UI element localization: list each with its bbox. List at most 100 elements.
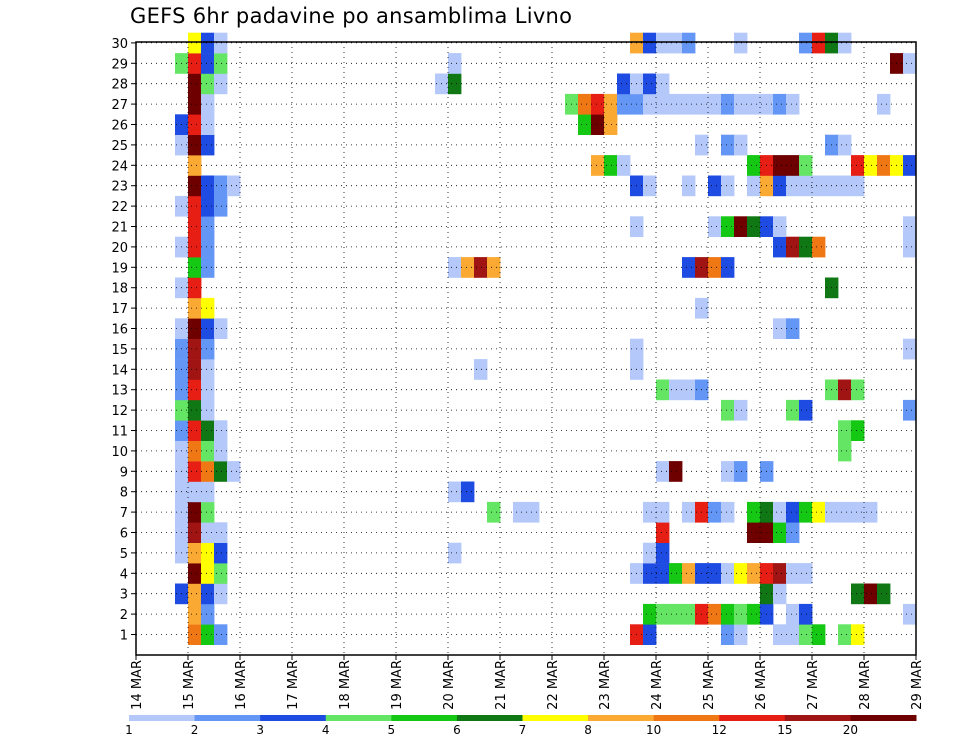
heatmap-cell [903, 216, 917, 237]
heatmap-cell [201, 624, 215, 645]
colorbar-swatch [391, 715, 458, 721]
heatmap-cell [721, 461, 735, 482]
heatmap-cell [461, 481, 475, 503]
heatmap-cell [188, 236, 202, 258]
heatmap-cell [188, 420, 202, 441]
heatmap-cell [838, 32, 852, 54]
heatmap-cell [201, 318, 215, 339]
heatmap-cell [656, 522, 670, 543]
heatmap-cell [188, 216, 202, 237]
y-tick-label: 28 [111, 78, 128, 93]
heatmap-cell [786, 624, 800, 645]
colorbar-swatch [325, 715, 392, 721]
heatmap-cell [669, 603, 683, 625]
colorbar-swatch [456, 715, 523, 721]
heatmap-cell [864, 583, 878, 605]
heatmap-cell [721, 216, 735, 237]
heatmap-cell [487, 501, 501, 523]
x-tick-label: 20 MAR [442, 660, 457, 710]
heatmap-cell [747, 501, 761, 523]
colorbar-label: 2 [191, 723, 199, 737]
heatmap-cell [188, 53, 202, 74]
heatmap-cell [812, 501, 826, 523]
heatmap-cell [201, 542, 215, 564]
x-tick-label: 17 MAR [286, 660, 301, 710]
heatmap-cell [669, 93, 683, 115]
heatmap-cell [201, 338, 215, 360]
y-tick-label: 30 [111, 37, 128, 52]
heatmap-cell [708, 175, 722, 197]
heatmap-cell [799, 603, 813, 625]
heatmap-cell [591, 155, 605, 176]
colorbar-label: 7 [519, 723, 527, 737]
heatmap-cell [201, 114, 215, 135]
heatmap-cell [643, 563, 657, 584]
heatmap-cell [201, 236, 215, 258]
heatmap-cell [786, 603, 800, 625]
colorbar-label: 20 [843, 723, 858, 737]
x-tick-label: 28 MAR [858, 660, 873, 710]
x-tick-label: 15 MAR [182, 660, 197, 710]
heatmap-cell [201, 216, 215, 237]
heatmap-cell [201, 522, 215, 543]
y-tick-label: 11 [111, 425, 128, 440]
heatmap-cell [214, 53, 228, 74]
y-tick-label: 29 [111, 57, 128, 72]
x-tick-label: 25 MAR [702, 660, 717, 710]
heatmap-cell [903, 155, 917, 176]
y-tick-label: 6 [120, 527, 128, 542]
heatmap-cell [812, 236, 826, 258]
heatmap-cell [682, 32, 696, 54]
x-tick-label: 29 MAR [910, 660, 925, 710]
heatmap-cell [188, 522, 202, 543]
heatmap-cell [201, 53, 215, 74]
heatmap-cell [708, 257, 722, 278]
heatmap-cell [721, 563, 735, 584]
heatmap-cell [786, 399, 800, 421]
heatmap-cell [487, 257, 501, 278]
colorbar-swatch [194, 715, 261, 721]
y-tick-label: 3 [120, 588, 128, 603]
colorbar-label: 10 [646, 723, 661, 737]
colorbar-swatch [522, 715, 589, 721]
heatmap-cell [734, 134, 748, 156]
heatmap-cell [799, 236, 813, 258]
heatmap-cell [578, 93, 592, 115]
heatmap-cell [188, 257, 202, 278]
heatmap-cell [201, 32, 215, 54]
heatmap-cell [656, 501, 670, 523]
y-tick-label: 17 [111, 302, 128, 317]
heatmap-cell [838, 624, 852, 645]
heatmap-cell [474, 359, 488, 380]
y-tick-label: 23 [111, 180, 128, 195]
heatmap-cell [591, 114, 605, 135]
heatmap-cell [188, 155, 202, 176]
heatmap-cell [188, 297, 202, 319]
y-tick-label: 15 [111, 343, 128, 358]
heatmap-cell [786, 93, 800, 115]
heatmap-cell [448, 542, 462, 564]
heatmap-cell [227, 461, 241, 482]
heatmap-cell [188, 359, 202, 380]
heatmap-cell [773, 93, 787, 115]
heatmap-cell [188, 93, 202, 115]
heatmap-cell [851, 624, 865, 645]
heatmap-cell [513, 501, 527, 523]
heatmap-cell [812, 32, 826, 54]
heatmap-cell [188, 134, 202, 156]
heatmap-cell [838, 134, 852, 156]
heatmap-cell [877, 93, 891, 115]
heatmap-cell [838, 420, 852, 441]
y-tick-label: 21 [111, 221, 128, 236]
heatmap-cell [799, 563, 813, 584]
heatmap-cell [864, 501, 878, 523]
heatmap-cell [734, 399, 748, 421]
y-tick-label: 14 [111, 363, 128, 378]
heatmap-cell [656, 603, 670, 625]
heatmap-cell [721, 257, 735, 278]
x-tick-label: 23 MAR [598, 660, 613, 710]
heatmap-cell [201, 73, 215, 95]
heatmap-cell [851, 155, 865, 176]
heatmap-cell [721, 175, 735, 197]
